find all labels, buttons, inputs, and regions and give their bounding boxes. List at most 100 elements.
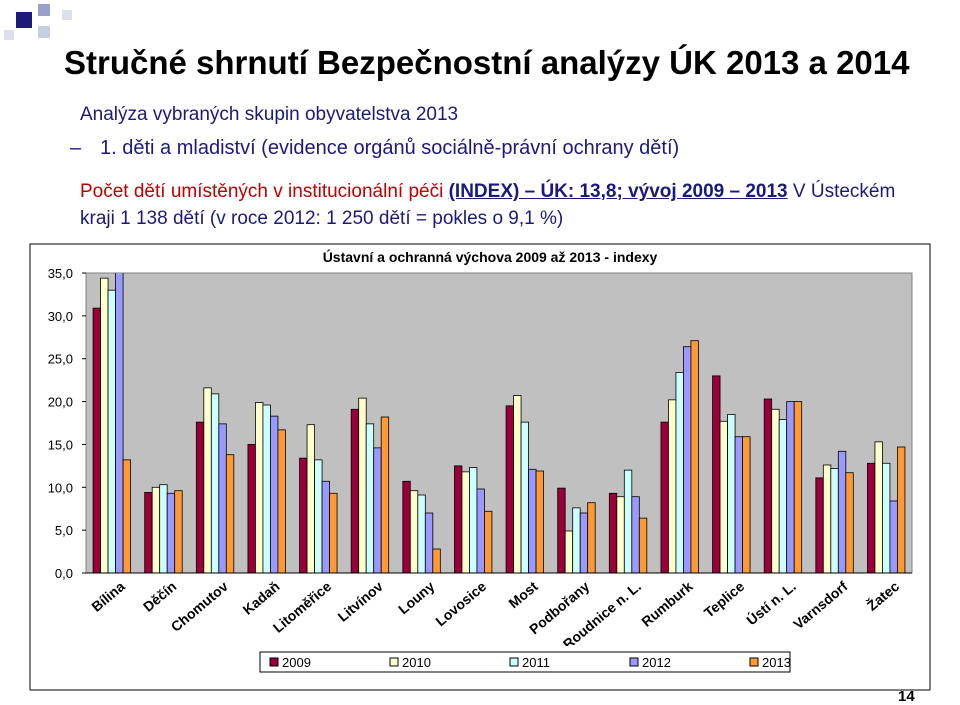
paragraph: Počet dětí umístěných v institucionální … [80, 178, 910, 232]
bar [882, 462, 891, 573]
bar [402, 480, 411, 573]
bar [151, 486, 161, 573]
bar [432, 548, 441, 573]
bar [358, 397, 367, 573]
bar [675, 372, 684, 573]
bar [476, 488, 485, 573]
legend-label: 2013 [762, 655, 791, 670]
bar [469, 467, 478, 573]
subtitle: Analýza vybraných skupin obyvatelstva 20… [80, 104, 459, 125]
bar [660, 421, 669, 573]
bar [218, 423, 227, 573]
bar [535, 470, 544, 573]
bar [484, 510, 493, 573]
bar [778, 419, 788, 573]
bar [329, 492, 338, 573]
y-tick-label: 35,0 [48, 266, 73, 281]
bar [528, 468, 537, 573]
bar [424, 512, 434, 573]
bar [564, 530, 574, 573]
legend-swatch [749, 657, 759, 667]
bar [203, 387, 212, 573]
page-number: 14 [898, 688, 915, 705]
bar [505, 405, 514, 573]
bar [608, 492, 618, 573]
bar [195, 421, 205, 573]
bar [874, 441, 883, 573]
bar [365, 423, 375, 573]
bar [727, 414, 736, 573]
bar [409, 490, 419, 573]
bar [350, 408, 360, 573]
bar [100, 277, 109, 573]
bar [159, 484, 168, 573]
bar [166, 492, 176, 573]
bullet-marker: – [70, 137, 82, 159]
legend-label: 2010 [402, 655, 431, 670]
y-tick-label: 20,0 [48, 395, 73, 410]
deco [16, 12, 32, 28]
bar [115, 273, 124, 573]
bar [306, 424, 315, 573]
bar [837, 450, 847, 573]
bar [771, 408, 780, 573]
bar [719, 420, 728, 573]
bar [638, 517, 648, 573]
bar [262, 404, 271, 573]
bar [520, 421, 529, 573]
deco [38, 26, 50, 38]
bar [92, 307, 101, 573]
legend-swatch [389, 657, 399, 667]
bar [683, 346, 692, 573]
bar [513, 395, 522, 573]
y-tick-label: 30,0 [48, 309, 73, 324]
y-tick-label: 25,0 [48, 352, 73, 367]
bar [830, 468, 839, 573]
bar [668, 399, 677, 573]
bar [742, 436, 751, 573]
bar [815, 477, 824, 573]
bar [631, 496, 640, 573]
bar [225, 454, 235, 573]
bar [587, 502, 596, 573]
bar [690, 340, 699, 573]
bar [786, 401, 795, 573]
bar [793, 401, 803, 573]
deco [62, 10, 72, 20]
bar [144, 492, 153, 573]
bar [845, 472, 854, 573]
bar [373, 447, 382, 573]
y-tick-label: 10,0 [48, 480, 73, 495]
bar [277, 429, 286, 573]
y-tick-label: 5,0 [55, 523, 73, 538]
bar [623, 469, 633, 573]
bar [616, 496, 625, 573]
bar [247, 444, 256, 573]
bar [321, 480, 330, 573]
bar [897, 446, 906, 573]
bar [734, 436, 743, 573]
bar [314, 459, 323, 573]
bar [461, 471, 470, 573]
bullet-text: 1. děti a mladiství (evidence orgánů soc… [100, 137, 680, 159]
legend-swatch [509, 657, 519, 667]
chart-title: Ústavní a ochranná výchova 2009 až 2013 … [323, 248, 658, 265]
legend-label: 2009 [282, 655, 311, 670]
bar [255, 402, 264, 573]
bars [92, 273, 906, 573]
bar [107, 289, 116, 573]
bar [270, 415, 279, 573]
bar [557, 487, 566, 573]
legend-label: 2011 [522, 655, 550, 670]
y-tick-label: 15,0 [48, 437, 73, 452]
index: (INDEX) – ÚK: 13,8; vývoj 2009 – 2013 [448, 181, 788, 202]
bar [572, 507, 581, 573]
bar [867, 462, 876, 573]
bar [380, 416, 390, 573]
deco [38, 4, 50, 16]
bar [174, 490, 183, 573]
legend-label: 2012 [642, 655, 671, 670]
legend-swatch [629, 657, 639, 667]
